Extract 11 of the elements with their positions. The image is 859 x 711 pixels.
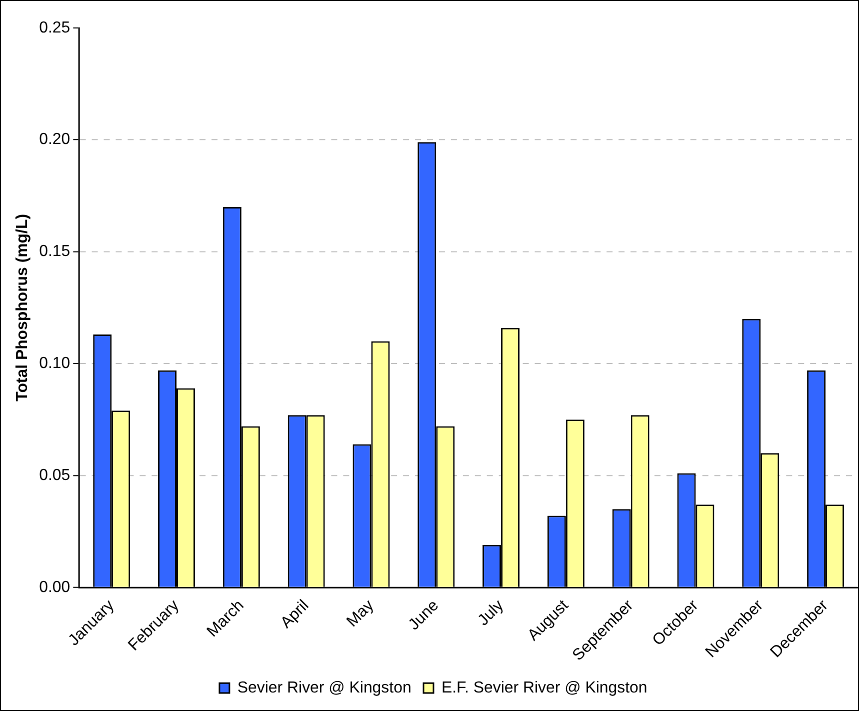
legend-label: Sevier River @ Kingston <box>237 679 412 696</box>
x-tick-label: May <box>344 597 378 630</box>
y-tick-label: 0.10 <box>39 355 70 372</box>
y-axis-title: Total Phosphorus (mg/L) <box>14 214 31 402</box>
y-tick-label: 0.15 <box>39 243 70 260</box>
y-tick-label: 0.05 <box>39 466 70 484</box>
y-tick-label: 0.20 <box>39 131 70 148</box>
x-tick-label: July <box>474 597 507 630</box>
y-tick-label: 0.00 <box>39 578 70 596</box>
y-tick-label: 0.25 <box>39 19 70 36</box>
legend-label: E.F. Sevier River @ Kingston <box>441 679 648 696</box>
